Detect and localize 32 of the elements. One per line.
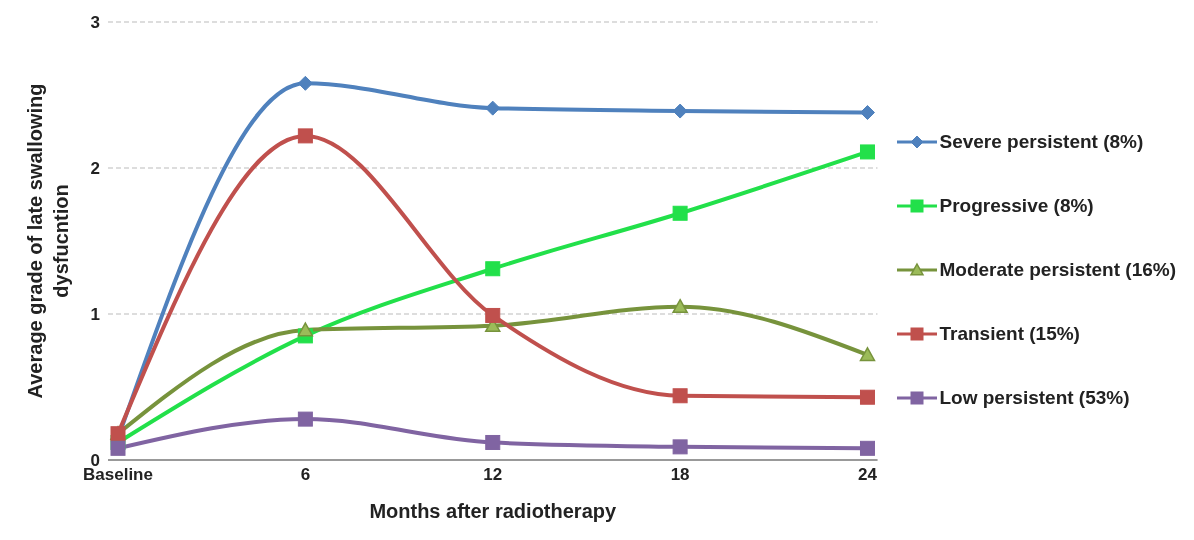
legend-label: Moderate persistent (16%) [939,259,1176,281]
point [485,307,501,323]
y-tick-label: 1 [90,305,100,325]
y-tick-label: 3 [90,13,100,33]
legend-label: Low persistent (53%) [939,387,1130,409]
x-axis-title: Months after radiotherapy [369,500,617,522]
point [485,434,501,450]
point [485,100,501,116]
x-tick-label: 24 [858,465,878,485]
point [297,75,313,91]
legend-label: Progressive (8%) [939,195,1094,217]
point [297,411,313,427]
point [297,322,314,337]
legend-label: Transient (15%) [939,323,1080,345]
point [672,103,688,119]
point [672,388,688,404]
x-tick-label: 12 [483,465,503,485]
y-tick-label: 2 [90,159,100,179]
legend-label: Severe persistent (8%) [939,131,1144,153]
point [672,205,688,221]
point [485,261,501,277]
point [672,439,688,455]
x-tick-label: 18 [670,465,690,485]
y-axis-title: Average grade of late swallowing dysfucntion [24,83,72,399]
point [672,298,688,314]
point [110,440,126,456]
point [297,128,313,144]
x-tick-label: 6 [300,465,311,485]
point [859,389,875,405]
point [859,440,875,456]
point [859,144,875,160]
point [859,347,876,362]
